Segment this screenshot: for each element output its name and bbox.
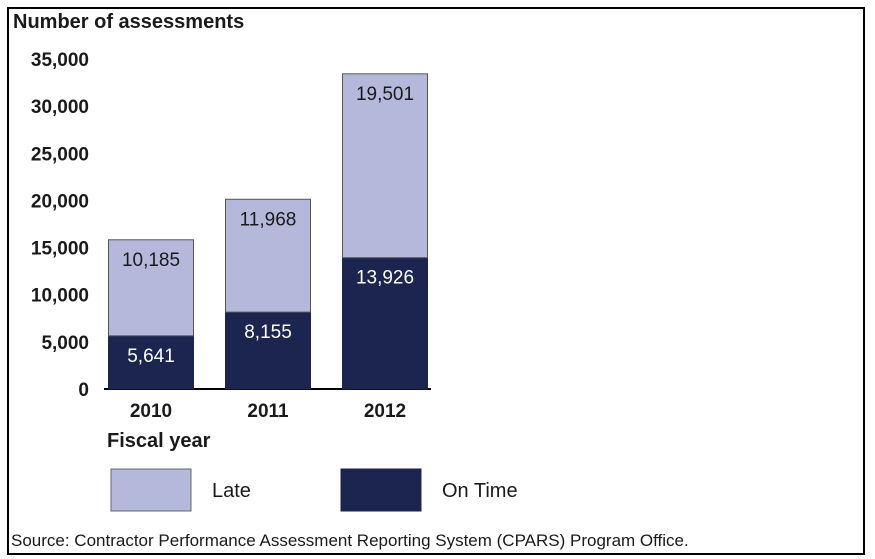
y-tick-label: 30,000 xyxy=(31,97,89,118)
stacked-bar-chart: Number of assessments 35,000 30,000 25,000… xyxy=(11,11,689,550)
bar-late-2010 xyxy=(108,239,194,337)
bar-on-time-2010 xyxy=(108,335,194,390)
x-axis-title: Fiscal year xyxy=(107,430,211,452)
bar-late-2011 xyxy=(225,198,311,313)
y-tick-label: 35,000 xyxy=(31,50,89,71)
legend-label-on-time: On Time xyxy=(442,480,518,502)
y-tick-label: 5,000 xyxy=(41,333,89,354)
data-label-late-2010: 10,185 xyxy=(122,250,180,271)
source-note: Source: Contractor Performance Assessmen… xyxy=(11,531,689,550)
chart-frame: Number of assessments 35,000 30,000 25,000… xyxy=(7,7,865,555)
x-tick-label: 2011 xyxy=(247,401,289,422)
bar-on-time-2012 xyxy=(342,257,428,390)
legend-swatch-late xyxy=(110,468,192,512)
y-tick-label: 0 xyxy=(78,380,89,401)
x-tick-label: 2012 xyxy=(364,401,406,422)
data-label-on-time-2012: 13,926 xyxy=(356,268,414,289)
y-axis-title: Number of assessments xyxy=(13,11,244,33)
bar-late-2012 xyxy=(342,73,428,259)
y-tick-label: 10,000 xyxy=(31,286,89,307)
data-label-on-time-2010: 5,641 xyxy=(127,346,175,367)
x-tick-label: 2010 xyxy=(130,401,172,422)
y-tick-label: 15,000 xyxy=(31,239,89,260)
y-tick-label: 25,000 xyxy=(31,144,89,165)
data-label-late-2011: 11,968 xyxy=(240,209,297,230)
data-label-on-time-2011: 8,155 xyxy=(244,322,292,343)
y-tick-label: 20,000 xyxy=(31,191,89,212)
legend-label-late: Late xyxy=(212,480,251,502)
legend-swatch-on-time xyxy=(340,468,422,512)
data-label-late-2012: 19,501 xyxy=(356,84,414,105)
